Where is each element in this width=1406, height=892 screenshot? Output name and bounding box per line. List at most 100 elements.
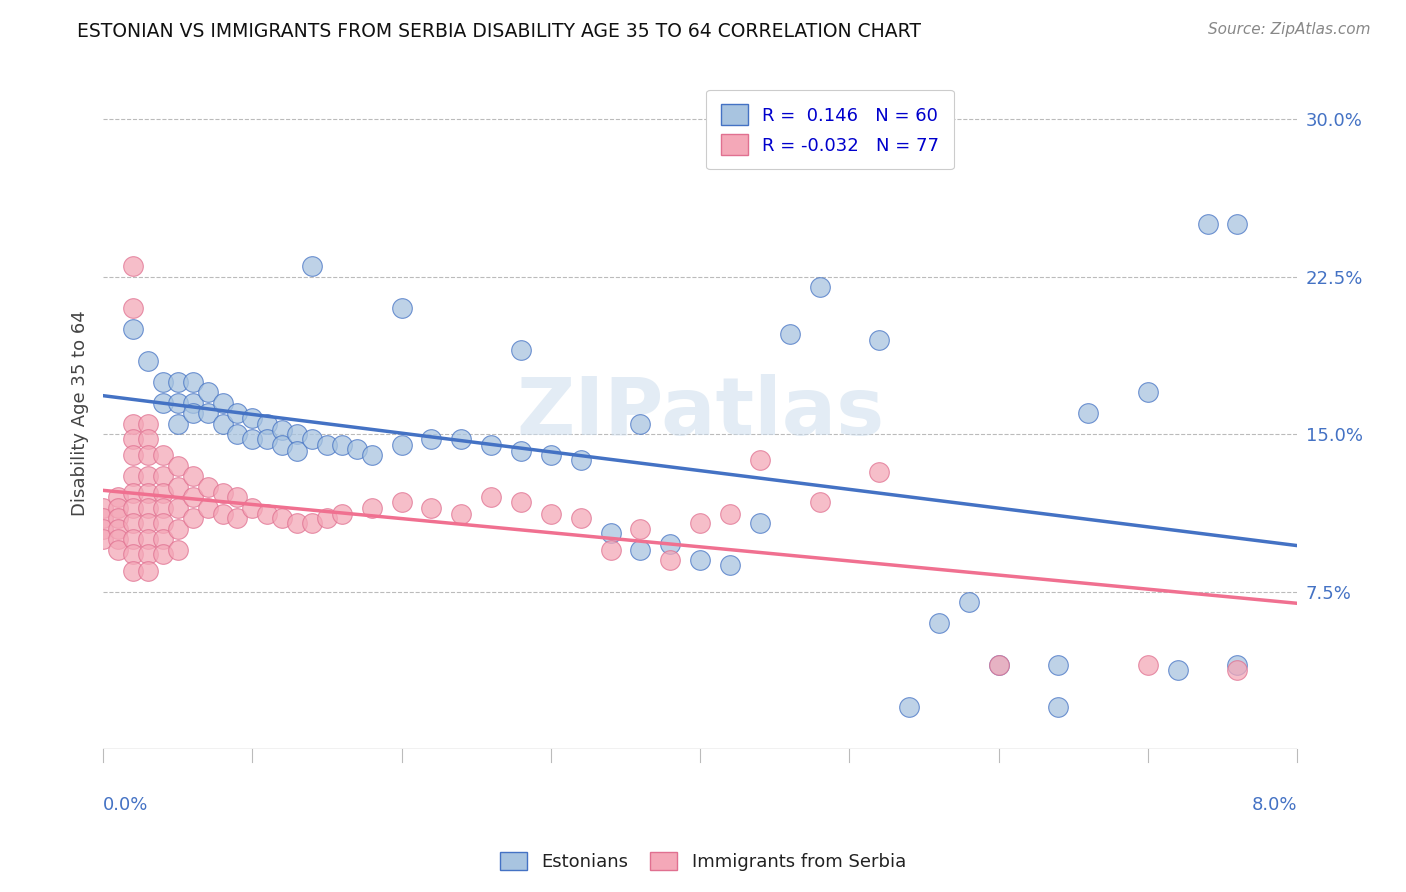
Point xyxy=(122,417,145,431)
Point xyxy=(689,553,711,567)
Point xyxy=(122,564,145,578)
Point xyxy=(197,406,219,420)
Point xyxy=(122,547,145,561)
Point xyxy=(540,449,562,463)
Point xyxy=(808,494,831,508)
Point xyxy=(391,438,413,452)
Point xyxy=(868,465,890,479)
Point xyxy=(987,658,1010,673)
Point xyxy=(166,542,188,557)
Point xyxy=(107,522,129,536)
Point xyxy=(152,533,174,547)
Point xyxy=(1226,218,1249,232)
Point xyxy=(630,542,652,557)
Point xyxy=(122,260,145,274)
Point xyxy=(510,343,533,358)
Point xyxy=(420,432,443,446)
Point xyxy=(1167,663,1189,677)
Point xyxy=(1136,385,1159,400)
Point xyxy=(91,511,114,525)
Point xyxy=(166,375,188,389)
Point xyxy=(1197,218,1219,232)
Point xyxy=(659,553,682,567)
Point xyxy=(285,444,308,458)
Point xyxy=(152,516,174,530)
Point xyxy=(136,516,159,530)
Point xyxy=(197,500,219,515)
Point xyxy=(122,500,145,515)
Legend: Estonians, Immigrants from Serbia: Estonians, Immigrants from Serbia xyxy=(492,845,914,879)
Point xyxy=(569,452,592,467)
Point xyxy=(569,511,592,525)
Point xyxy=(450,507,472,521)
Point xyxy=(330,438,353,452)
Point xyxy=(197,480,219,494)
Point xyxy=(242,500,264,515)
Point xyxy=(479,491,502,505)
Point xyxy=(211,396,233,410)
Point xyxy=(779,326,801,341)
Point xyxy=(659,536,682,550)
Point xyxy=(957,595,980,609)
Point xyxy=(599,526,621,541)
Text: Source: ZipAtlas.com: Source: ZipAtlas.com xyxy=(1208,22,1371,37)
Point xyxy=(391,494,413,508)
Point xyxy=(226,406,249,420)
Point xyxy=(1226,658,1249,673)
Point xyxy=(718,558,741,572)
Point xyxy=(316,438,339,452)
Point xyxy=(107,533,129,547)
Point xyxy=(107,500,129,515)
Point xyxy=(226,427,249,442)
Point xyxy=(301,260,323,274)
Point xyxy=(166,500,188,515)
Point xyxy=(599,542,621,557)
Point xyxy=(152,449,174,463)
Point xyxy=(630,522,652,536)
Text: 0.0%: 0.0% xyxy=(103,796,149,814)
Point xyxy=(330,507,353,521)
Point xyxy=(226,511,249,525)
Point xyxy=(689,516,711,530)
Point xyxy=(301,516,323,530)
Point xyxy=(107,511,129,525)
Point xyxy=(271,423,294,437)
Point xyxy=(256,507,278,521)
Point xyxy=(136,449,159,463)
Point xyxy=(152,469,174,483)
Point xyxy=(91,522,114,536)
Point xyxy=(136,432,159,446)
Point xyxy=(479,438,502,452)
Point xyxy=(136,354,159,368)
Point xyxy=(122,486,145,500)
Point xyxy=(122,533,145,547)
Point xyxy=(242,410,264,425)
Point xyxy=(136,486,159,500)
Point xyxy=(136,547,159,561)
Point xyxy=(301,432,323,446)
Point xyxy=(256,417,278,431)
Point xyxy=(136,469,159,483)
Point xyxy=(242,432,264,446)
Point xyxy=(107,491,129,505)
Point xyxy=(630,417,652,431)
Text: 8.0%: 8.0% xyxy=(1251,796,1298,814)
Point xyxy=(211,507,233,521)
Point xyxy=(181,396,204,410)
Point xyxy=(271,438,294,452)
Point xyxy=(122,516,145,530)
Point xyxy=(152,547,174,561)
Point xyxy=(450,432,472,446)
Point xyxy=(152,396,174,410)
Point xyxy=(748,452,770,467)
Point xyxy=(226,491,249,505)
Point xyxy=(136,417,159,431)
Point xyxy=(122,469,145,483)
Point xyxy=(91,533,114,547)
Point xyxy=(898,700,921,714)
Point xyxy=(868,333,890,347)
Point xyxy=(107,542,129,557)
Point xyxy=(181,491,204,505)
Point xyxy=(285,516,308,530)
Point xyxy=(510,494,533,508)
